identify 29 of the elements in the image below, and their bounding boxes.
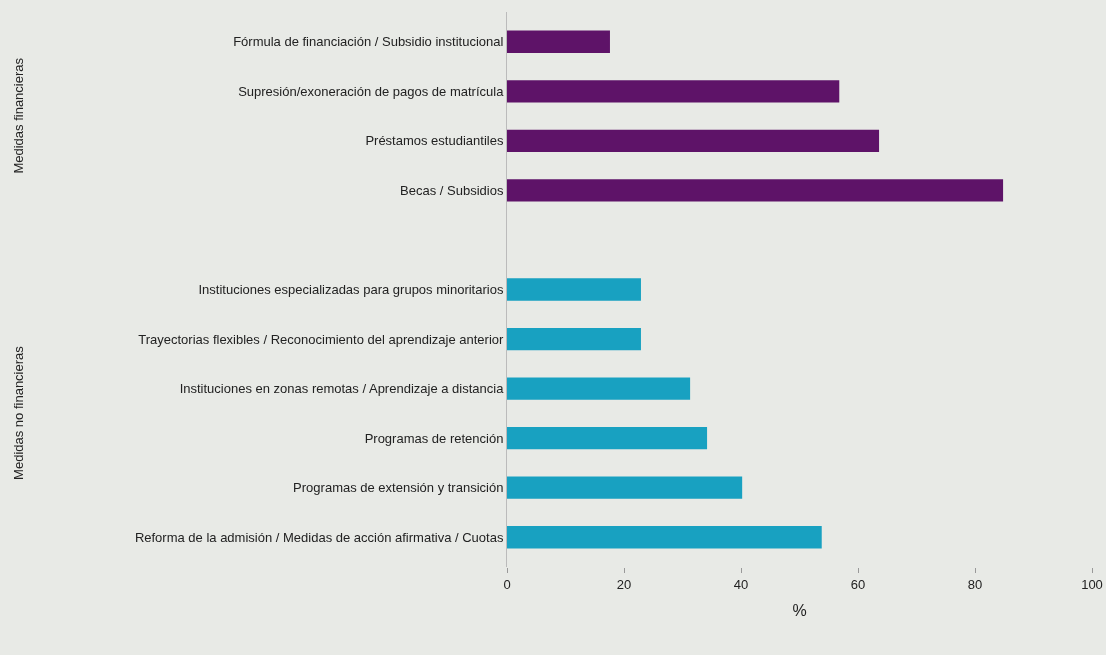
x-tick-label: 60 <box>850 576 866 592</box>
bar <box>507 30 610 53</box>
x-tick-label: 0 <box>503 576 511 592</box>
x-tick-label: 40 <box>733 576 749 592</box>
bar <box>507 80 840 103</box>
x-axis-title: % <box>792 602 807 620</box>
y-tick-label: Trayectorias flexibles / Reconocimiento del aprendizaje anterior <box>138 331 505 347</box>
bar <box>507 526 822 549</box>
bar <box>507 179 1004 202</box>
x-tick-label: 20 <box>616 576 632 592</box>
y-tick-label: Instituciones especializadas para grupos minoritarios <box>198 282 504 298</box>
text: Medidas no financieras <box>11 345 27 480</box>
y-tick-label: Fórmula de financiación / Subsidio institucional <box>233 34 504 50</box>
bar <box>507 129 880 152</box>
y-tick-label: Programas de extensión y transición <box>293 480 504 496</box>
bar <box>507 476 743 499</box>
y-tick-label: Reforma de la admisión / Medidas de acción afirmativa / Cuotas <box>134 529 504 545</box>
x-tick-label: 100 <box>1081 576 1103 592</box>
bar <box>507 377 691 400</box>
y-tick-label: Becas / Subsidios <box>400 182 504 198</box>
y-tick-label: Préstamos estudiantiles <box>365 133 504 149</box>
bar <box>507 427 708 450</box>
text: Medidas financieras <box>11 57 27 174</box>
y-tick-label: Instituciones en zonas remotas / Aprendizaje a distancia <box>179 381 505 397</box>
bar <box>507 278 641 301</box>
bar <box>507 327 641 351</box>
x-tick-label: 80 <box>967 576 983 592</box>
y-tick-label: Supresión/exoneración de pagos de matrícula <box>238 83 505 99</box>
y-tick-label: Programas de retención <box>364 430 504 446</box>
